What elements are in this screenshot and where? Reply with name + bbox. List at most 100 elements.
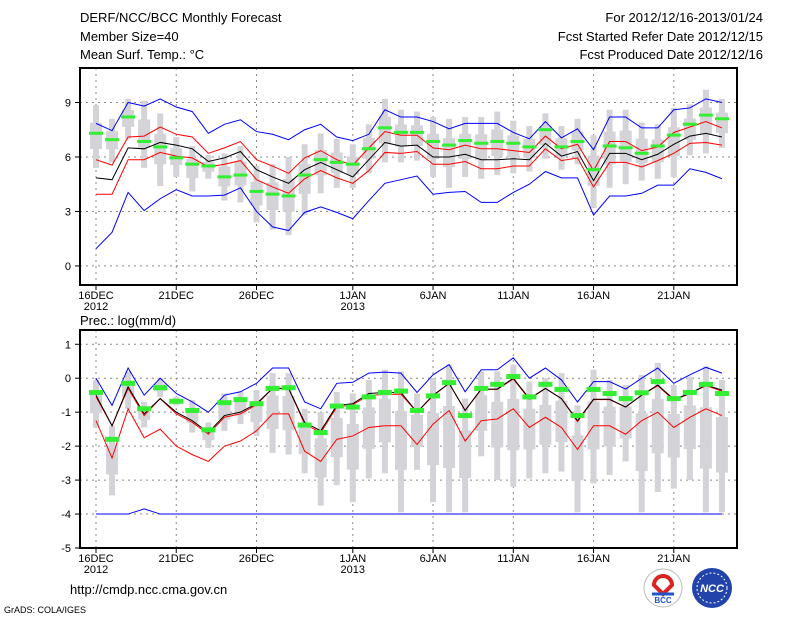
- temp-marker: [618, 146, 633, 150]
- precip-x-tick-label: 16JAN: [577, 553, 610, 565]
- produced-date: Fcst Produced Date 2012/12/16: [579, 47, 763, 62]
- temp-marker: [217, 175, 232, 179]
- precip-marker: [682, 389, 697, 395]
- precip-box: [427, 412, 440, 465]
- precip-y-tick-label: 0: [65, 373, 71, 385]
- precip-marker: [329, 403, 344, 409]
- temp-x-tick-sublabel: 2013: [341, 301, 365, 313]
- temp-marker: [458, 139, 473, 143]
- precip-box: [394, 410, 407, 471]
- precip-marker: [410, 407, 424, 413]
- temp-marker: [201, 164, 216, 168]
- precip-marker: [105, 436, 120, 442]
- precip-marker: [201, 427, 216, 433]
- precip-marker: [602, 390, 617, 396]
- precip-box: [523, 408, 536, 450]
- precip-box: [635, 413, 648, 472]
- temp-box: [619, 130, 632, 162]
- temp-spread-lower-line: [96, 141, 723, 195]
- temp-marker: [297, 173, 312, 177]
- temp-marker: [265, 192, 280, 196]
- precip-box: [571, 435, 584, 481]
- figure-title: DERF/NCC/BCC Monthly Forecast: [80, 10, 282, 25]
- precip-y-tick-label: 1: [65, 339, 71, 351]
- temp-marker: [650, 144, 665, 148]
- temp-x-tick-label: 16JAN: [577, 290, 610, 302]
- temp-marker: [586, 168, 601, 172]
- precip-box: [443, 405, 456, 469]
- precip-marker: [281, 385, 296, 391]
- precip-x-tick-sublabel: 2013: [341, 564, 365, 576]
- precip-marker: [570, 413, 585, 419]
- temp-x-tick-label: 6JAN: [420, 290, 447, 302]
- source-url[interactable]: http://cmdp.ncc.cma.gov.cn: [70, 582, 228, 597]
- precip-box: [667, 414, 680, 458]
- temp-marker: [490, 139, 505, 143]
- precip-box: [266, 395, 279, 429]
- temp-x-tick-label: 16DEC: [78, 290, 114, 302]
- precip-marker: [586, 386, 601, 392]
- temp-box: [715, 112, 728, 134]
- precip-marker: [89, 389, 103, 395]
- temp-box: [443, 138, 456, 168]
- precip-marker: [121, 380, 136, 386]
- precip-marker: [393, 388, 408, 394]
- start-date: Fcst Started Refer Date 2012/12/15: [557, 29, 763, 44]
- precip-box: [250, 402, 263, 423]
- precip-plot-frame: [79, 329, 738, 549]
- temp-y-tick-label: 3: [65, 206, 71, 218]
- temp-marker: [169, 156, 184, 160]
- precip-box: [378, 398, 391, 443]
- temp-plot-frame: [79, 67, 738, 286]
- temp-x-tick-label: 1JAN: [339, 290, 366, 302]
- precip-marker: [265, 385, 280, 391]
- temp-marker: [329, 160, 344, 164]
- temp-marker: [393, 130, 408, 134]
- temp-box: [427, 133, 440, 159]
- precip-marker: [169, 398, 184, 404]
- precip-x-tick-label: 21JAN: [657, 553, 690, 565]
- temp-x-tick-label: 21DEC: [159, 290, 195, 302]
- precip-box: [507, 398, 520, 451]
- precip-box: [491, 401, 504, 448]
- temp-marker: [634, 151, 649, 155]
- precip-marker: [554, 386, 569, 392]
- temp-marker: [602, 144, 617, 148]
- temp-marker: [377, 126, 392, 130]
- temp-x-tick-label: 26DEC: [239, 290, 275, 302]
- temp-marker: [153, 145, 168, 149]
- temp-marker: [410, 130, 424, 134]
- precip-x-tick-label: 16DEC: [78, 553, 114, 565]
- precip-box: [346, 423, 359, 470]
- precip-marker: [538, 381, 553, 387]
- temp-box: [266, 182, 279, 211]
- temp-marker: [137, 139, 152, 143]
- precip-marker: [426, 393, 441, 399]
- temp-mean-line: [95, 132, 723, 184]
- temp-x-tick-label: 21JAN: [657, 290, 690, 302]
- precip-box: [330, 417, 343, 458]
- temp-marker: [281, 194, 296, 198]
- temp-box: [90, 122, 102, 150]
- precip-box: [314, 438, 327, 478]
- temp-box: [699, 107, 712, 135]
- precip-y-tick-label: -3: [61, 475, 71, 487]
- temp-marker: [714, 117, 729, 121]
- precip-box: [459, 430, 472, 479]
- temp-max-line: [95, 98, 723, 151]
- temp-box: [250, 181, 263, 206]
- temp-marker: [185, 162, 200, 166]
- temp-marker: [522, 145, 537, 149]
- temp-box: [475, 134, 488, 161]
- temp-marker: [249, 189, 264, 193]
- temp-marker: [474, 141, 489, 145]
- temp-y-tick-label: 0: [65, 261, 71, 273]
- precip-box: [475, 395, 488, 431]
- precip-marker: [666, 396, 681, 402]
- precip-marker: [313, 430, 328, 436]
- temp-marker: [89, 131, 103, 135]
- precip-marker: [650, 379, 665, 385]
- precip-box: [683, 405, 696, 450]
- precip-box: [539, 404, 552, 445]
